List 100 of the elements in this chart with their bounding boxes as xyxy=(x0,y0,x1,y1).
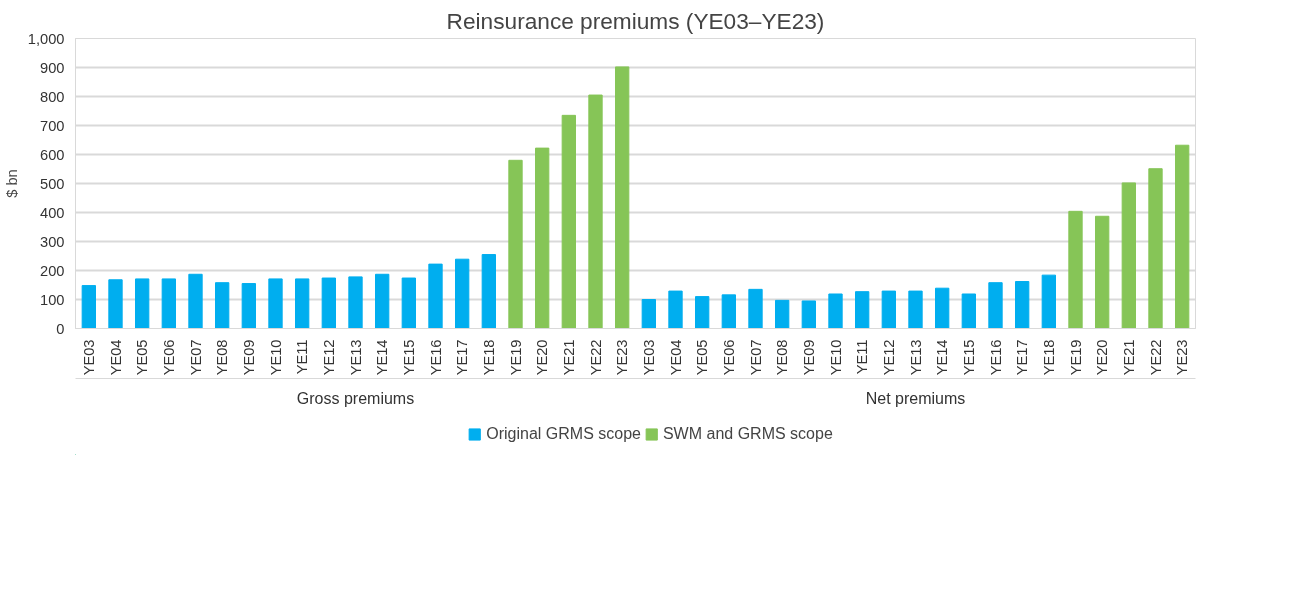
x-tick-label: YE15 xyxy=(400,339,417,376)
x-tick-label: YE23 xyxy=(614,339,631,376)
bar xyxy=(641,299,656,329)
bar xyxy=(268,278,283,329)
bar xyxy=(1068,210,1083,329)
bar xyxy=(855,291,870,329)
y-tick-label: 1,000 xyxy=(27,30,65,47)
bar xyxy=(481,254,496,329)
x-tick-label: YE08 xyxy=(774,339,791,376)
bar xyxy=(428,263,443,329)
x-tick-label: YE11 xyxy=(294,339,311,375)
x-tick-label: YE06 xyxy=(720,339,737,376)
x-tick-label: YE09 xyxy=(800,339,817,376)
bar xyxy=(188,273,203,329)
x-tick-label: YE05 xyxy=(134,339,151,376)
bar xyxy=(1095,215,1110,329)
x-tick-label: YE03 xyxy=(640,339,657,376)
bar xyxy=(988,282,1003,329)
x-tick-label: YE17 xyxy=(454,339,471,376)
chart-title: Reinsurance premiums (YE03–YE23) xyxy=(446,7,825,34)
bar xyxy=(508,159,523,329)
x-tick-label: YE15 xyxy=(960,339,977,376)
text: Gross premiums xyxy=(296,389,415,407)
bar xyxy=(801,300,816,329)
x-tick-label: YE22 xyxy=(587,339,604,376)
x-tick-label: YE10 xyxy=(827,339,844,376)
x-tick-label: YE04 xyxy=(107,339,124,376)
x-tick-label: YE07 xyxy=(187,339,204,376)
bar xyxy=(881,290,896,329)
y-axis-title: $ bn xyxy=(3,169,20,198)
x-tick-label: YE14 xyxy=(934,339,951,376)
y-tick-label: 900 xyxy=(40,59,65,76)
bar xyxy=(401,277,416,329)
x-tick-label: YE13 xyxy=(347,339,364,376)
bar xyxy=(615,66,630,329)
bar xyxy=(108,279,123,329)
x-tick-label: YE21 xyxy=(560,339,577,376)
x-tick-label: YE03 xyxy=(80,339,97,376)
bar xyxy=(321,277,336,329)
x-tick-label: YE16 xyxy=(987,339,1004,376)
bar xyxy=(135,278,150,329)
bar xyxy=(215,282,230,329)
bar xyxy=(1041,274,1056,329)
bar xyxy=(455,258,470,329)
y-tick-label: 0 xyxy=(56,320,65,337)
x-tick-label: YE18 xyxy=(480,339,497,376)
y-tick-label: 200 xyxy=(40,262,65,279)
bar xyxy=(561,114,576,329)
bar xyxy=(935,287,950,329)
y-tick-label: 600 xyxy=(40,146,65,163)
text: Net premiums xyxy=(865,389,966,407)
x-tick-label: YE18 xyxy=(1040,339,1057,376)
y-tick-label: 400 xyxy=(40,204,65,221)
bar xyxy=(348,276,363,329)
x-tick-label: YE17 xyxy=(1014,339,1031,376)
bar xyxy=(1175,144,1190,329)
bar xyxy=(295,278,310,329)
x-tick-label: YE04 xyxy=(667,339,684,376)
y-tick-label: 800 xyxy=(40,88,65,105)
x-tick-label: YE23 xyxy=(1174,339,1191,376)
bar xyxy=(375,273,390,329)
bar xyxy=(161,278,176,329)
x-tick-label: YE16 xyxy=(427,339,444,376)
x-tick-label: YE12 xyxy=(880,339,897,376)
bar xyxy=(1148,168,1163,329)
x-tick-label: YE21 xyxy=(1120,339,1137,376)
x-tick-label: YE13 xyxy=(907,339,924,376)
bar xyxy=(668,290,683,329)
x-tick-label: YE07 xyxy=(747,339,764,376)
bar xyxy=(535,147,550,329)
bar xyxy=(961,293,976,329)
bar xyxy=(588,94,603,329)
x-tick-label: YE11 xyxy=(854,339,871,375)
x-tick-label: YE20 xyxy=(1094,339,1111,376)
x-tick-label: YE06 xyxy=(160,339,177,376)
y-tick-label: 500 xyxy=(40,175,65,192)
legend-label: SWM and GRMS scope xyxy=(662,425,833,443)
x-tick-label: YE22 xyxy=(1147,339,1164,376)
y-tick-label: 700 xyxy=(40,117,65,134)
bar xyxy=(695,296,710,329)
bar xyxy=(1121,182,1136,329)
bar xyxy=(81,285,96,329)
x-tick-label: YE05 xyxy=(694,339,711,376)
bar xyxy=(775,299,790,329)
bar xyxy=(721,294,736,329)
x-tick-label: YE12 xyxy=(320,339,337,376)
x-tick-label: YE19 xyxy=(507,339,524,376)
y-tick-label: 100 xyxy=(40,291,65,308)
x-tick-label: YE19 xyxy=(1067,339,1084,376)
bar xyxy=(1015,281,1030,329)
x-tick-label: YE10 xyxy=(267,339,284,376)
bar xyxy=(908,290,923,329)
legend-label: Original GRMS scope xyxy=(486,425,641,443)
x-tick-label: YE14 xyxy=(374,339,391,376)
y-tick-label: 300 xyxy=(40,233,65,250)
bar xyxy=(241,283,256,329)
bar xyxy=(828,293,843,329)
bar xyxy=(748,288,763,329)
x-tick-label: YE09 xyxy=(240,339,257,376)
x-tick-label: YE08 xyxy=(214,339,231,376)
